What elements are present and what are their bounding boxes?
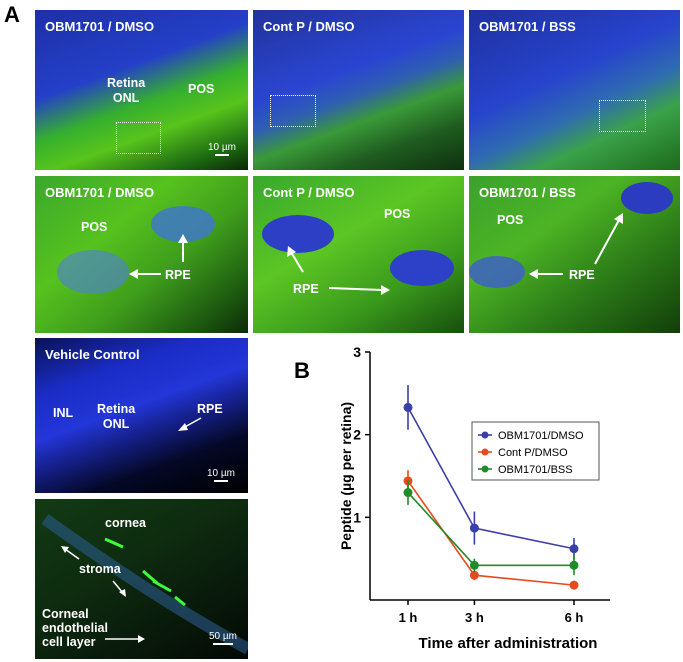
micrograph-obm1701-dmso-overview: OBM1701 / DMSO Retina ONL POS 10 µm bbox=[35, 10, 248, 170]
retina-onl-label: Retina ONL bbox=[107, 76, 146, 105]
legend-swatch-marker bbox=[481, 448, 489, 456]
peptide-line-chart: 1 2 3 1 h 3 h 6 h Time after administration Pep… bbox=[338, 344, 610, 652]
rpe-nucleus bbox=[262, 215, 334, 253]
panel-title: Cont P / DMSO bbox=[263, 185, 355, 200]
retina-onl-label: Retina ONL bbox=[97, 402, 136, 431]
inl-label: INL bbox=[53, 406, 74, 420]
micrograph-obm1701-bss-zoom: OBM1701 / BSS POS RPE bbox=[469, 176, 680, 333]
panel-title: Vehicle Control bbox=[45, 347, 140, 362]
micrograph-vehicle-control: Vehicle Control INL Retina ONL RPE 10 µm bbox=[35, 338, 248, 493]
legend-label: OBM1701/DMSO bbox=[498, 430, 584, 442]
x-tick-label: 6 h bbox=[565, 610, 584, 625]
panel-title: OBM1701 / DMSO bbox=[45, 19, 155, 34]
cornea-label: cornea bbox=[105, 516, 146, 530]
legend-label: Cont P/DMSO bbox=[498, 447, 568, 459]
data-point bbox=[569, 560, 579, 570]
micrograph-cornea: cornea stroma Corneal endothelial cell l… bbox=[35, 499, 248, 659]
rpe-label: RPE bbox=[293, 282, 319, 296]
stroma-label: stroma bbox=[79, 562, 121, 576]
zoom-region-box bbox=[270, 95, 316, 127]
rpe-overlay bbox=[262, 215, 454, 295]
endothelial-label: Corneal endothelial cell layer bbox=[42, 607, 108, 649]
panel-title: OBM1701 / BSS bbox=[479, 185, 576, 200]
data-point bbox=[569, 544, 579, 554]
rpe-overlay bbox=[469, 182, 673, 288]
rpe-overlay bbox=[57, 206, 215, 294]
rpe-nucleus bbox=[57, 250, 129, 294]
pos-label: POS bbox=[81, 220, 108, 234]
legend-swatch-marker bbox=[481, 465, 489, 473]
micrograph-contp-dmso-overview: Cont P / DMSO bbox=[253, 10, 464, 170]
data-point bbox=[469, 560, 479, 570]
data-point bbox=[403, 488, 413, 498]
panel-title: Cont P / DMSO bbox=[263, 19, 355, 34]
x-tick-label: 3 h bbox=[465, 610, 484, 625]
rpe-label: RPE bbox=[197, 402, 223, 416]
data-point bbox=[469, 570, 479, 580]
rpe-nucleus bbox=[390, 250, 454, 286]
micrograph-obm1701-bss-overview: OBM1701 / BSS bbox=[469, 10, 680, 170]
pos-label: POS bbox=[188, 82, 215, 96]
legend-box bbox=[471, 421, 600, 481]
zoom-region-box bbox=[116, 122, 161, 154]
pos-label: POS bbox=[384, 207, 411, 221]
rpe-nucleus bbox=[621, 182, 673, 214]
y-tick-label: 1 bbox=[353, 509, 361, 525]
y-tick-label: 3 bbox=[353, 344, 361, 360]
x-axis-title: Time after administration bbox=[419, 635, 598, 652]
data-point bbox=[403, 402, 413, 412]
rpe-label: RPE bbox=[569, 268, 595, 282]
panel-label-b: B bbox=[294, 358, 310, 383]
y-axis-title: Peptide (µg per retina) bbox=[338, 402, 354, 550]
rpe-label: RPE bbox=[165, 268, 191, 282]
series-line bbox=[407, 491, 574, 567]
rpe-nucleus bbox=[469, 256, 525, 288]
scale-bar: 10 µm bbox=[203, 468, 239, 482]
scale-bar: 10 µm bbox=[205, 142, 239, 156]
micrograph-obm1701-dmso-zoom: OBM1701 / DMSO POS RPE bbox=[35, 176, 248, 333]
pos-label: POS bbox=[497, 213, 524, 227]
series-line bbox=[407, 480, 575, 586]
panel-title: OBM1701 / BSS bbox=[479, 19, 576, 34]
panel-title: OBM1701 / DMSO bbox=[45, 185, 155, 200]
x-tick-label: 1 h bbox=[399, 610, 418, 625]
zoom-region-box bbox=[599, 100, 646, 132]
y-tick-label: 2 bbox=[353, 427, 361, 443]
micrograph-contp-dmso-zoom: Cont P / DMSO POS RPE bbox=[253, 176, 464, 333]
cornea-overlay bbox=[41, 514, 248, 655]
scale-bar: 50 µm bbox=[205, 631, 241, 645]
panel-label-a: A bbox=[4, 2, 20, 27]
rpe-nucleus bbox=[151, 206, 215, 242]
data-point bbox=[569, 580, 579, 590]
legend-label: OBM1701/BSS bbox=[498, 464, 573, 476]
data-point bbox=[469, 523, 479, 533]
legend-swatch-marker bbox=[481, 431, 489, 439]
